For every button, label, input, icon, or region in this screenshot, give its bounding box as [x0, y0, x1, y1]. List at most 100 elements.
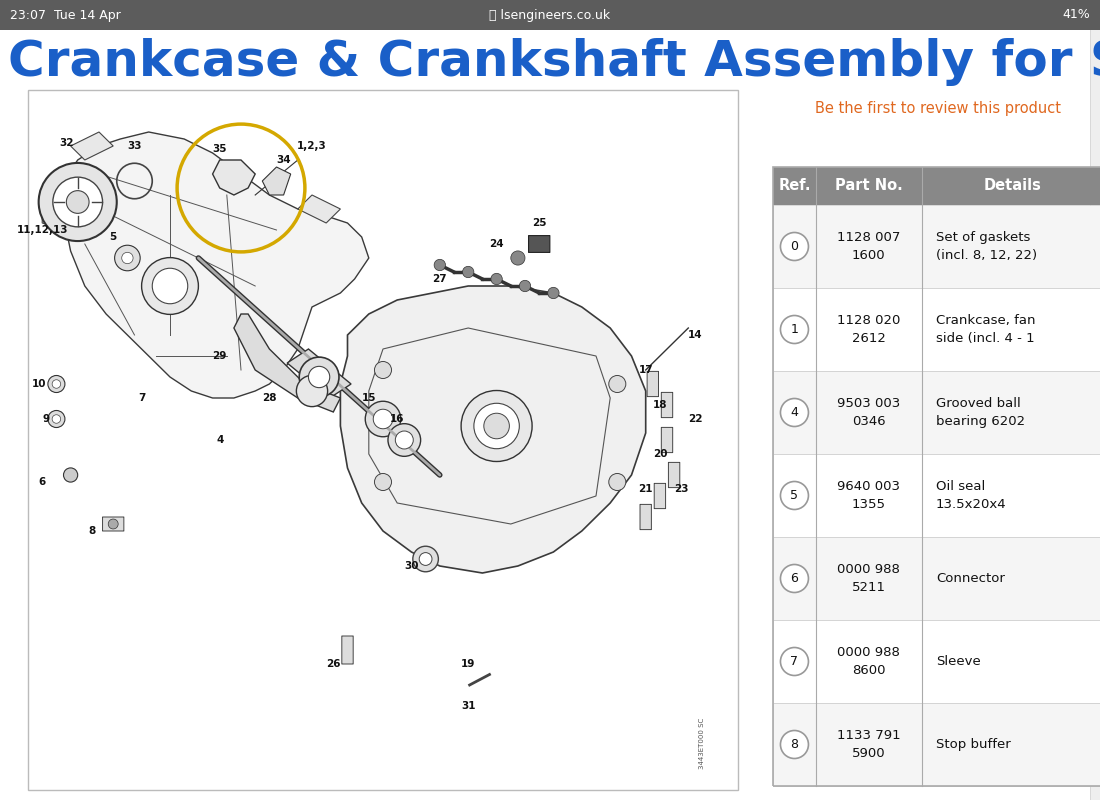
Text: 31: 31 — [461, 701, 475, 711]
Text: 41%: 41% — [1063, 9, 1090, 22]
Text: 6: 6 — [39, 477, 46, 487]
Text: 9503 003
0346: 9503 003 0346 — [837, 397, 900, 428]
Bar — [1090, 0, 1100, 800]
Text: 30: 30 — [404, 561, 419, 571]
Circle shape — [781, 233, 808, 261]
Text: 27: 27 — [432, 274, 447, 284]
Circle shape — [462, 266, 474, 278]
Text: Part No.: Part No. — [835, 178, 903, 194]
Polygon shape — [212, 160, 255, 195]
Text: Sleeve: Sleeve — [936, 655, 981, 668]
Bar — [773, 537, 1100, 620]
Text: 22: 22 — [689, 414, 703, 424]
Text: Set of gaskets
(incl. 8, 12, 22): Set of gaskets (incl. 8, 12, 22) — [936, 231, 1037, 262]
Circle shape — [608, 375, 626, 393]
Circle shape — [781, 398, 808, 426]
Circle shape — [66, 190, 89, 214]
Polygon shape — [262, 167, 290, 195]
Text: 10: 10 — [32, 379, 46, 389]
Text: 15: 15 — [362, 393, 376, 403]
Text: 0000 988
5211: 0000 988 5211 — [837, 563, 900, 594]
Bar — [773, 703, 1100, 786]
Circle shape — [781, 482, 808, 510]
Text: 0000 988
8600: 0000 988 8600 — [837, 646, 900, 677]
Text: 23: 23 — [674, 484, 689, 494]
Circle shape — [296, 375, 328, 406]
Text: 16: 16 — [389, 414, 405, 424]
Text: Crankcase & Crankshaft Assembly for Stihl MS461 C: Crankcase & Crankshaft Assembly for Stih… — [8, 38, 1100, 86]
Circle shape — [365, 402, 400, 437]
Circle shape — [39, 163, 117, 241]
Circle shape — [308, 366, 330, 388]
Text: Oil seal
13.5x20x4: Oil seal 13.5x20x4 — [936, 480, 1007, 511]
Circle shape — [608, 474, 626, 490]
Circle shape — [781, 315, 808, 343]
Circle shape — [374, 474, 392, 490]
Text: 6: 6 — [791, 572, 799, 585]
FancyBboxPatch shape — [528, 235, 550, 253]
Text: 8: 8 — [791, 738, 799, 751]
Text: 14: 14 — [689, 330, 703, 340]
Bar — [773, 371, 1100, 454]
FancyBboxPatch shape — [669, 462, 680, 488]
Text: 33: 33 — [128, 141, 142, 151]
Circle shape — [142, 258, 198, 314]
Circle shape — [52, 380, 60, 388]
Text: 1,2,3: 1,2,3 — [297, 141, 327, 151]
Circle shape — [434, 259, 446, 270]
Text: 3443ET000 SC: 3443ET000 SC — [700, 718, 705, 769]
Circle shape — [461, 390, 532, 462]
Circle shape — [781, 647, 808, 675]
Text: 19: 19 — [461, 659, 475, 669]
Text: 23:07  Tue 14 Apr: 23:07 Tue 14 Apr — [10, 9, 121, 22]
Circle shape — [48, 410, 65, 427]
Text: 5: 5 — [791, 489, 799, 502]
Text: 11,12,13: 11,12,13 — [16, 225, 68, 235]
Circle shape — [781, 565, 808, 593]
Text: 8: 8 — [88, 526, 96, 536]
Text: 18: 18 — [652, 400, 667, 410]
Bar — [0, 0, 1100, 30]
Text: 32: 32 — [59, 138, 75, 147]
Text: 🔒 lsengineers.co.uk: 🔒 lsengineers.co.uk — [490, 9, 610, 22]
Text: 5: 5 — [110, 232, 117, 242]
Text: 7: 7 — [138, 393, 145, 403]
Circle shape — [395, 431, 414, 449]
Text: 24: 24 — [490, 239, 504, 249]
Circle shape — [374, 362, 392, 378]
Circle shape — [299, 357, 339, 397]
FancyBboxPatch shape — [342, 636, 353, 664]
Text: 17: 17 — [638, 365, 653, 375]
Bar — [773, 167, 1100, 205]
Text: 26: 26 — [326, 659, 341, 669]
Text: 21: 21 — [638, 484, 653, 494]
Circle shape — [484, 414, 509, 438]
Circle shape — [53, 177, 102, 227]
Text: 0: 0 — [791, 240, 799, 253]
Circle shape — [474, 403, 519, 449]
Circle shape — [152, 268, 188, 304]
Circle shape — [48, 375, 65, 393]
Circle shape — [412, 546, 439, 572]
Polygon shape — [234, 314, 340, 412]
Text: 35: 35 — [212, 145, 227, 154]
Circle shape — [64, 468, 78, 482]
Circle shape — [52, 414, 60, 423]
Text: 20: 20 — [652, 449, 667, 459]
Text: 28: 28 — [262, 393, 277, 403]
Polygon shape — [298, 195, 340, 223]
Text: 4: 4 — [791, 406, 799, 419]
Circle shape — [373, 410, 393, 429]
Text: 1: 1 — [791, 323, 799, 336]
Text: 1133 791
5900: 1133 791 5900 — [837, 729, 901, 760]
Circle shape — [419, 553, 432, 566]
Text: Be the first to review this product: Be the first to review this product — [815, 101, 1062, 115]
Bar — [773, 288, 1100, 371]
Text: 9: 9 — [42, 414, 50, 424]
Bar — [28, 90, 738, 790]
Bar — [773, 454, 1100, 537]
FancyBboxPatch shape — [661, 427, 673, 453]
Text: 34: 34 — [276, 155, 290, 165]
Text: 9640 003
1355: 9640 003 1355 — [837, 480, 900, 511]
Circle shape — [122, 252, 133, 264]
